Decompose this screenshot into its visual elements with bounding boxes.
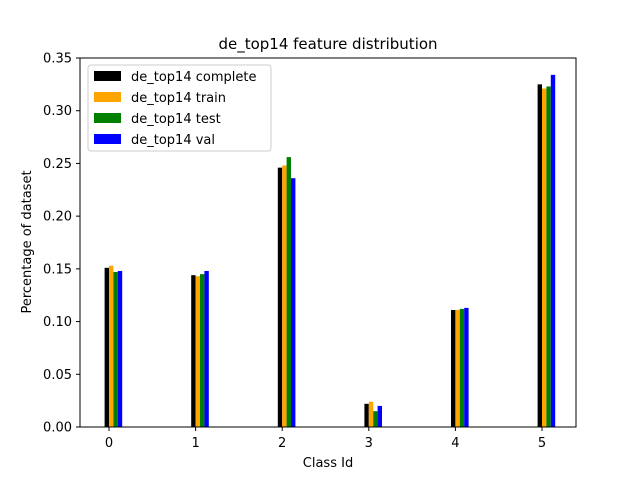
bar-de_top14-test-class-0 xyxy=(113,272,118,427)
bar-de_top14-val-class-1 xyxy=(204,270,209,427)
x-tick-label: 0 xyxy=(105,436,113,451)
legend-label: de_top14 val xyxy=(131,133,215,148)
y-tick-label: 0.20 xyxy=(43,210,72,225)
chart-title: de_top14 feature distribution xyxy=(218,35,437,54)
bar-de_top14-test-class-4 xyxy=(459,308,465,427)
x-tick-label: 5 xyxy=(538,436,546,451)
x-tick-label: 2 xyxy=(278,436,286,451)
y-axis-label: Percentage of dataset xyxy=(20,170,35,313)
bars-layer xyxy=(104,74,556,428)
legend: de_top14 complete de_top14 train de_top14 … xyxy=(87,64,272,152)
bar-de_top14-complete-class-0 xyxy=(104,267,109,427)
y-tick-label: 0.05 xyxy=(43,368,72,383)
y-tick-label: 0.30 xyxy=(43,104,72,119)
y-tick-label: 0.25 xyxy=(43,157,72,172)
bar-de_top14-complete-class-2 xyxy=(277,167,283,427)
bar-de_top14-train-class-0 xyxy=(109,265,114,427)
legend-swatch xyxy=(94,92,121,102)
legend-swatch xyxy=(94,134,121,144)
bar-de_top14-train-class-1 xyxy=(195,276,200,427)
legend-box xyxy=(87,64,272,152)
x-tick-label: 4 xyxy=(451,436,459,451)
legend-label: de_top14 test xyxy=(131,112,221,127)
bar-de_top14-val-class-3 xyxy=(377,405,382,427)
y-tick-label: 0.35 xyxy=(43,52,72,67)
plot-frame xyxy=(79,57,577,428)
legend-label: de_top14 complete xyxy=(131,70,256,85)
bar-de_top14-test-class-5 xyxy=(546,86,551,427)
y-tick-label: 0.10 xyxy=(43,315,72,330)
bar-de_top14-complete-class-1 xyxy=(191,275,196,427)
y-tick-label: 0.00 xyxy=(43,421,72,436)
bar-de_top14-val-class-5 xyxy=(550,74,556,428)
bar-de_top14-train-class-2 xyxy=(282,165,287,428)
x-axis-label: Class Id xyxy=(303,456,353,471)
y-tick-label: 0.15 xyxy=(43,262,72,277)
y-axis: 0.00 0.05 0.10 0.15 0.20 0.25 0.30 0.35 xyxy=(43,52,80,436)
legend-label: de_top14 train xyxy=(131,91,226,106)
legend-swatch xyxy=(94,113,121,123)
legend-swatch xyxy=(94,71,121,81)
bar-de_top14-val-class-4 xyxy=(464,307,469,427)
x-axis: 0 1 2 3 4 5 xyxy=(105,427,546,451)
bar-de_top14-val-class-0 xyxy=(117,270,123,427)
x-tick-label: 3 xyxy=(365,436,373,451)
bar-de_top14-complete-class-4 xyxy=(451,309,456,427)
bar-de_top14-test-class-1 xyxy=(200,274,205,427)
bar-de_top14-train-class-5 xyxy=(542,88,547,427)
bar-de_top14-complete-class-5 xyxy=(537,84,542,428)
x-tick-label: 1 xyxy=(191,436,199,451)
bar-de_top14-test-class-2 xyxy=(286,157,291,427)
bar-de_top14-train-class-4 xyxy=(455,309,460,427)
bar-de_top14-complete-class-3 xyxy=(364,403,369,427)
bar-de_top14-train-class-3 xyxy=(368,401,374,427)
bar-de_top14-val-class-2 xyxy=(291,178,296,427)
bar-de_top14-test-class-3 xyxy=(373,411,378,427)
